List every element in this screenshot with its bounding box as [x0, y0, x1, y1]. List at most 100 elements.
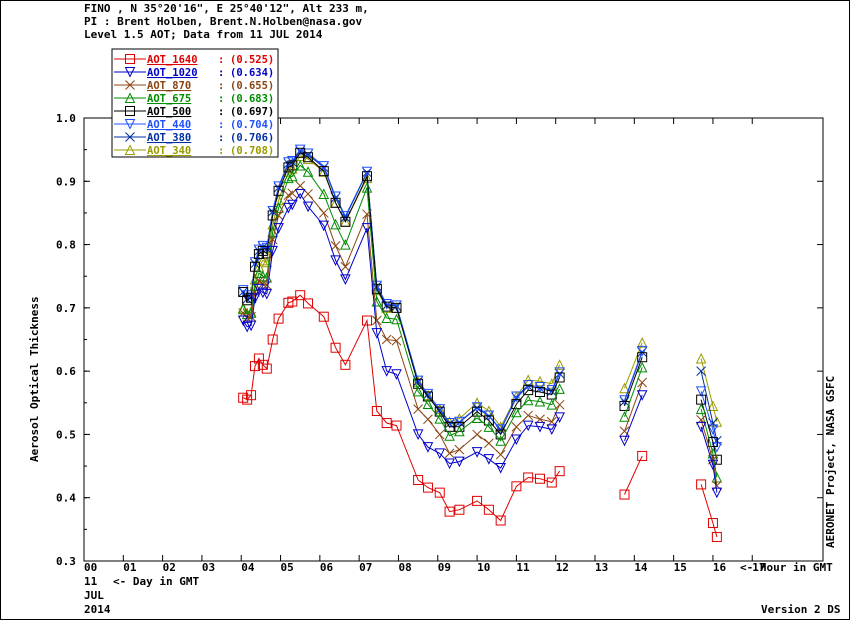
data-point [391, 300, 402, 311]
data-point [422, 391, 433, 402]
y-tick-label: 0.4 [56, 492, 76, 505]
data-point [454, 504, 465, 515]
data-point [707, 459, 719, 471]
data-point [422, 442, 434, 453]
x-tick-label: 07 [359, 561, 372, 574]
legend-swatch-marker [125, 80, 135, 90]
x-tick-label: 16 [713, 561, 727, 574]
data-point [412, 375, 424, 387]
data-point [318, 188, 330, 199]
data-point [523, 472, 534, 483]
data-point [273, 185, 284, 196]
data-point [454, 444, 465, 455]
data-point [523, 385, 534, 396]
y-tick-label: 0.8 [56, 239, 76, 252]
data-point [619, 382, 630, 394]
data-point [257, 359, 268, 370]
data-point [554, 412, 565, 423]
data-point [340, 216, 351, 227]
data-point [454, 416, 465, 428]
data-point [695, 352, 707, 364]
data-point [261, 363, 272, 374]
data-point [330, 197, 341, 208]
data-point [318, 311, 329, 322]
data-point [318, 220, 330, 232]
data-point [534, 395, 546, 407]
x-tick-label: 03 [202, 561, 215, 574]
data-point [287, 170, 298, 182]
data-point [422, 482, 433, 493]
data-point [318, 161, 330, 172]
data-point [511, 481, 522, 492]
data-point [454, 456, 465, 468]
data-point [546, 378, 558, 389]
data-point [413, 404, 423, 414]
data-point [511, 406, 522, 418]
month-label: JUL [84, 589, 104, 602]
data-point [294, 144, 306, 156]
data-point [636, 390, 648, 401]
data-point [246, 311, 256, 322]
data-point [340, 238, 351, 250]
data-point [295, 290, 306, 301]
data-point [287, 199, 298, 211]
data-point [246, 390, 257, 401]
data-point [695, 386, 707, 398]
data-point [454, 425, 465, 437]
data-point [242, 295, 253, 306]
legend-mean-value: (0.708) [230, 145, 274, 157]
data-point [318, 208, 329, 218]
series-aot-675 [237, 159, 723, 483]
data-point [302, 166, 314, 177]
y-tick-label: 0.9 [56, 175, 76, 188]
data-point [483, 454, 495, 465]
series-line [242, 164, 561, 442]
data-point [238, 287, 249, 298]
data-point [295, 180, 306, 191]
data-point [523, 410, 534, 421]
legend-swatch-marker [125, 54, 135, 64]
x-tick-label: 09 [438, 561, 451, 574]
data-point [711, 442, 723, 453]
legend-colon: : [218, 93, 224, 105]
series-line [624, 357, 643, 407]
series-line [242, 184, 561, 456]
data-point [258, 278, 268, 289]
x-tick-label: 11 [516, 561, 530, 574]
data-point [371, 280, 383, 292]
data-point [484, 438, 494, 449]
legend-box [111, 48, 279, 158]
data-point [381, 366, 392, 377]
data-point [511, 391, 522, 403]
data-point [483, 504, 494, 515]
x-tick-label: 14 [634, 561, 648, 574]
data-point [511, 421, 522, 432]
data-point [391, 420, 402, 431]
data-point [636, 361, 648, 373]
x-axis: 00 01 02 03 04 05 06 07 08 09 10 11 12 13 14 15 16 17 [83, 118, 765, 574]
data-point [444, 506, 455, 517]
version-label: Version 2 DS [761, 603, 840, 616]
data-point [302, 201, 314, 213]
data-point [273, 210, 284, 221]
plot-area [83, 117, 824, 562]
data-point [249, 293, 261, 304]
series-aot-500 [238, 147, 722, 465]
data-point [273, 223, 284, 234]
data-point [554, 367, 565, 379]
data-point [412, 385, 424, 397]
data-point [371, 315, 382, 326]
data-point [330, 342, 341, 353]
legend-item: AOT_380: (0.706) [114, 132, 274, 144]
data-point [707, 424, 719, 435]
data-point [434, 448, 446, 460]
data-point [237, 285, 249, 296]
data-point [546, 424, 558, 435]
data-point [413, 474, 424, 485]
data-point [330, 255, 341, 267]
data-point [381, 334, 392, 345]
data-point [287, 188, 298, 199]
data-point [619, 435, 630, 447]
data-point [636, 337, 648, 348]
